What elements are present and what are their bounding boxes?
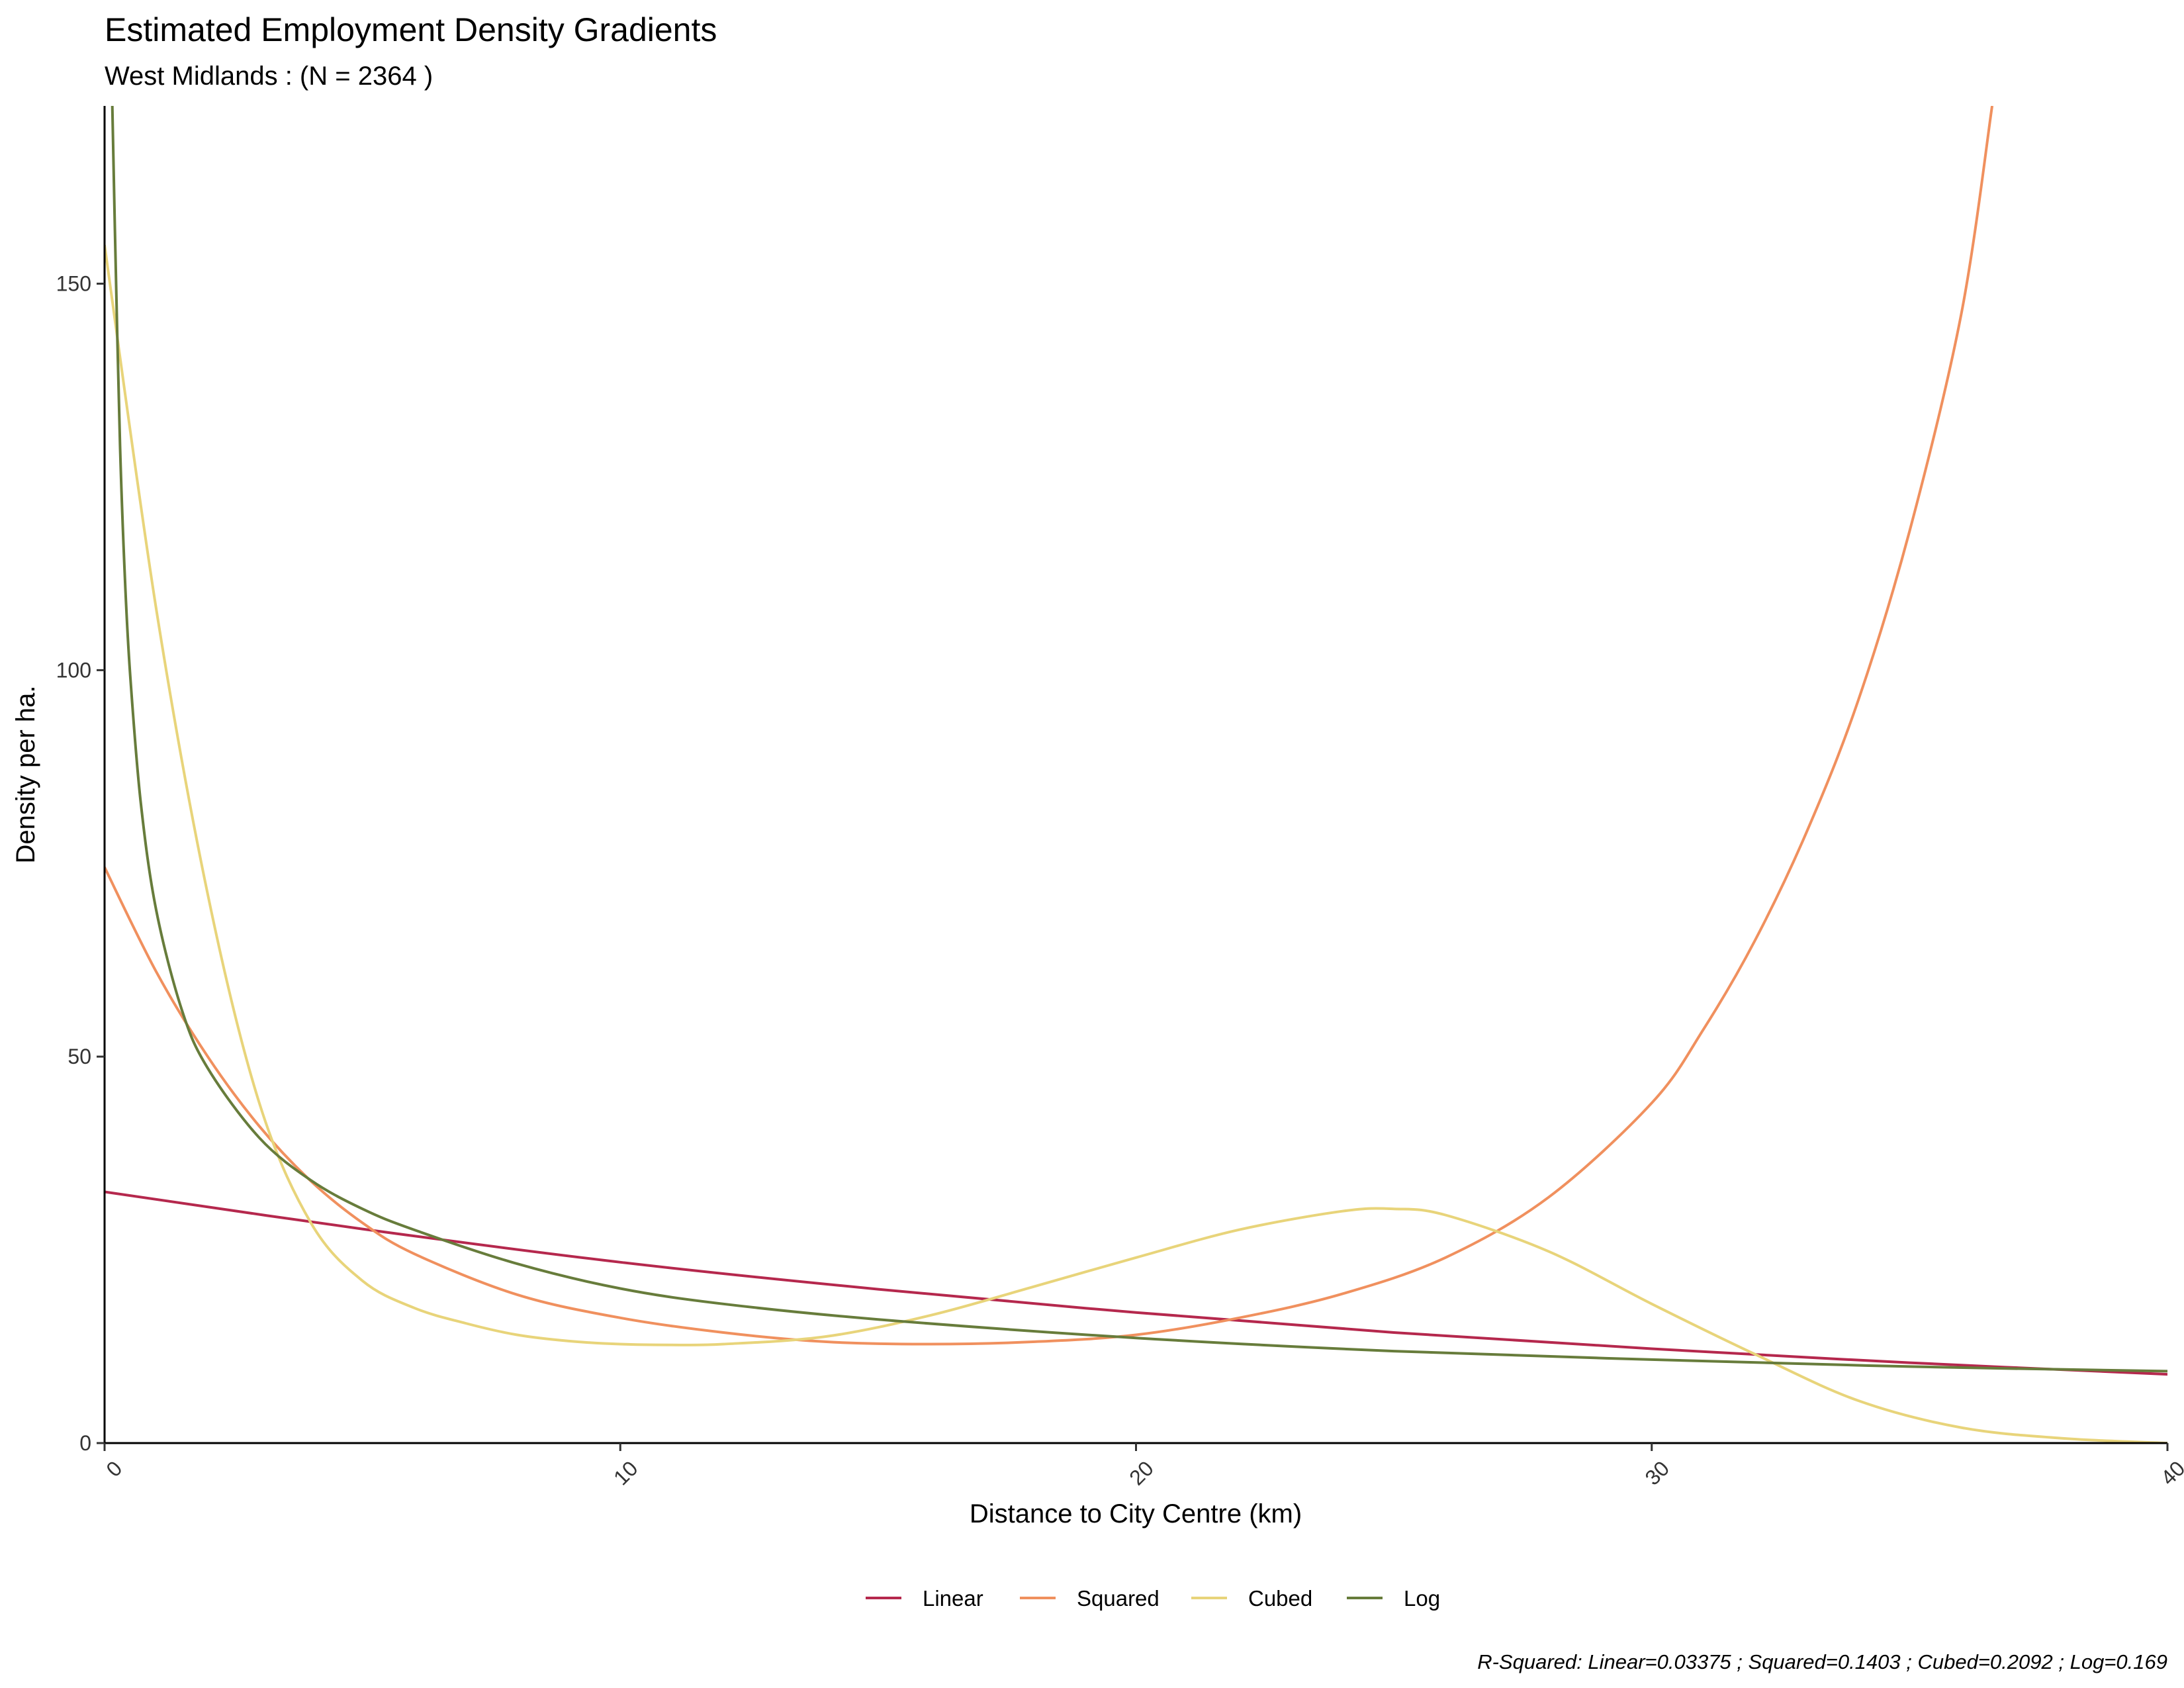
x-tick-label: 40 [2156,1456,2184,1490]
y-tick-label: 100 [56,658,91,682]
y-tick-label: 0 [79,1431,91,1455]
x-tick-label: 10 [609,1456,643,1490]
chart-title: Estimated Employment Density Gradients [105,11,717,48]
r-squared-caption: R-Squared: Linear=0.03375 ; Squared=0.14… [1477,1650,2167,1673]
legend-label-log: Log [1404,1586,1440,1611]
x-tick-label: 0 [101,1456,126,1481]
series-line-squared [105,106,1994,1346]
y-tick-label: 50 [68,1045,91,1068]
plot-area: 0 10 20 30 40 0 50 100 150 [56,106,2184,1490]
series-line-log [111,106,2167,1373]
series-line-cubed [105,244,2167,1443]
series-lines [105,106,2167,1443]
series-line-linear [105,1190,2167,1376]
x-tick-label: 30 [1640,1456,1674,1490]
y-axis-ticks: 0 50 100 150 [56,272,105,1455]
x-tick-label: 20 [1124,1456,1158,1490]
legend-label-squared: Squared [1077,1586,1160,1611]
legend-label-linear: Linear [923,1586,983,1611]
x-axis-title: Distance to City Centre (km) [970,1499,1302,1528]
chart-subtitle: West Midlands : (N = 2364 ) [105,62,433,91]
x-axis-ticks: 0 10 20 30 40 [101,1443,2184,1490]
y-axis-title: Density per ha. [11,685,40,863]
y-tick-label: 150 [56,272,91,296]
legend-label-cubed: Cubed [1248,1586,1312,1611]
legend: Linear Squared Cubed Log [866,1586,1440,1611]
